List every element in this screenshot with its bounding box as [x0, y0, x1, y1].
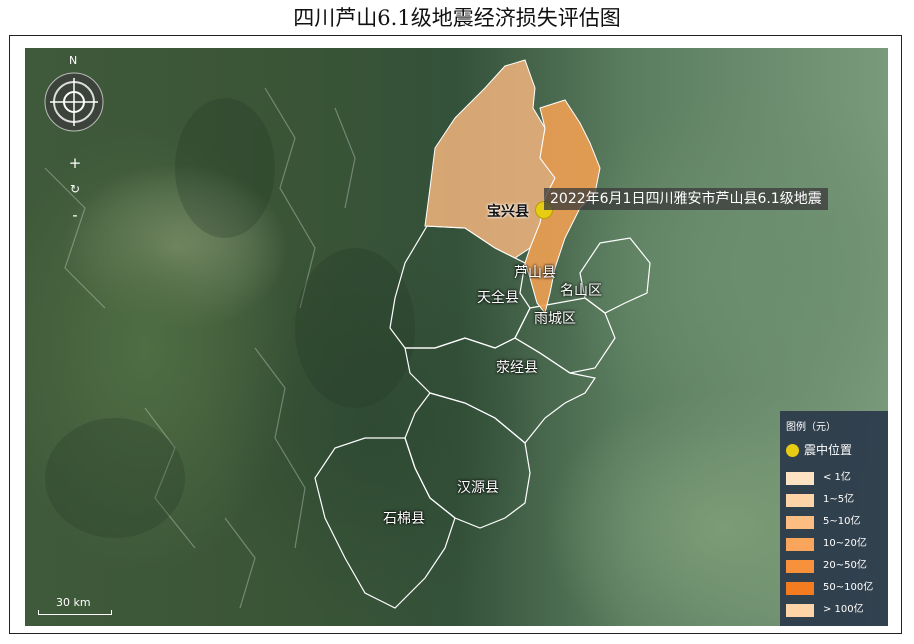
- legend-swatch: [786, 493, 814, 507]
- epicenter-callout: 2022年6月1日四川雅安市芦山县6.1级地震: [544, 188, 828, 210]
- legend-epicenter: 震中位置: [786, 441, 852, 459]
- county-label-baoxing: 宝兴县: [487, 204, 529, 220]
- legend-epicenter-label: 震中位置: [804, 443, 853, 457]
- legend-swatch: [786, 537, 814, 551]
- legend-item: > 100亿: [786, 603, 864, 617]
- legend-title: 图例（元）: [786, 422, 836, 433]
- map-frame: [9, 35, 902, 634]
- legend-swatch: [786, 559, 814, 573]
- legend-swatch: [786, 471, 814, 485]
- legend-item: 5~10亿: [786, 515, 860, 529]
- zoom-out-button[interactable]: -: [72, 206, 78, 224]
- legend-item: 20~50亿: [786, 559, 867, 573]
- legend-item: 50~100亿: [786, 581, 873, 595]
- legend-item-label: 10~20亿: [823, 538, 867, 549]
- scale-label: 30 km: [56, 596, 91, 609]
- legend-item-label: 20~50亿: [823, 560, 867, 571]
- county-label-lushan: 芦山县: [514, 265, 556, 281]
- reset-view-icon[interactable]: ↻: [69, 182, 81, 196]
- baoxing-county-area: [424, 59, 556, 259]
- compass-north-label: N: [69, 54, 78, 67]
- legend-item: 1~5亿: [786, 493, 854, 507]
- legend-item-label: 5~10亿: [823, 516, 861, 527]
- legend-item: < 1亿: [786, 471, 851, 485]
- legend-item-label: 1~5亿: [823, 494, 855, 505]
- legend-item-label: < 1亿: [823, 472, 851, 483]
- legend-item: 10~20亿: [786, 537, 867, 551]
- legend-item-label: 50~100亿: [823, 582, 874, 593]
- zoom-in-button[interactable]: +: [68, 154, 82, 172]
- county-label-yucheng: 雨城区: [534, 311, 576, 327]
- compass-icon[interactable]: [44, 72, 104, 132]
- county-label-tianquan: 天全县: [477, 290, 519, 306]
- legend-swatch: [786, 515, 814, 529]
- legend-item-label: > 100亿: [823, 604, 864, 615]
- county-label-shimian: 石棉县: [383, 511, 425, 527]
- county-label-mingshan: 名山区: [560, 283, 602, 299]
- legend-swatch: [786, 603, 814, 617]
- scale-bar-line: [38, 610, 112, 615]
- county-label-hanyuan: 汉源县: [457, 480, 499, 496]
- epicenter-dot-icon: [786, 443, 799, 457]
- satellite-map[interactable]: [25, 48, 888, 626]
- scale-bar: 30 km: [38, 596, 112, 618]
- map-title: 四川芦山6.1级地震经济损失评估图: [293, 6, 621, 30]
- county-label-yingjing: 荥经县: [496, 360, 538, 376]
- map-legend: 图例（元） 震中位置 < 1亿 1~5亿 5~10亿 10~20亿 20~50亿…: [780, 411, 888, 626]
- county-boundaries: [44, 59, 651, 609]
- legend-swatch: [786, 581, 814, 595]
